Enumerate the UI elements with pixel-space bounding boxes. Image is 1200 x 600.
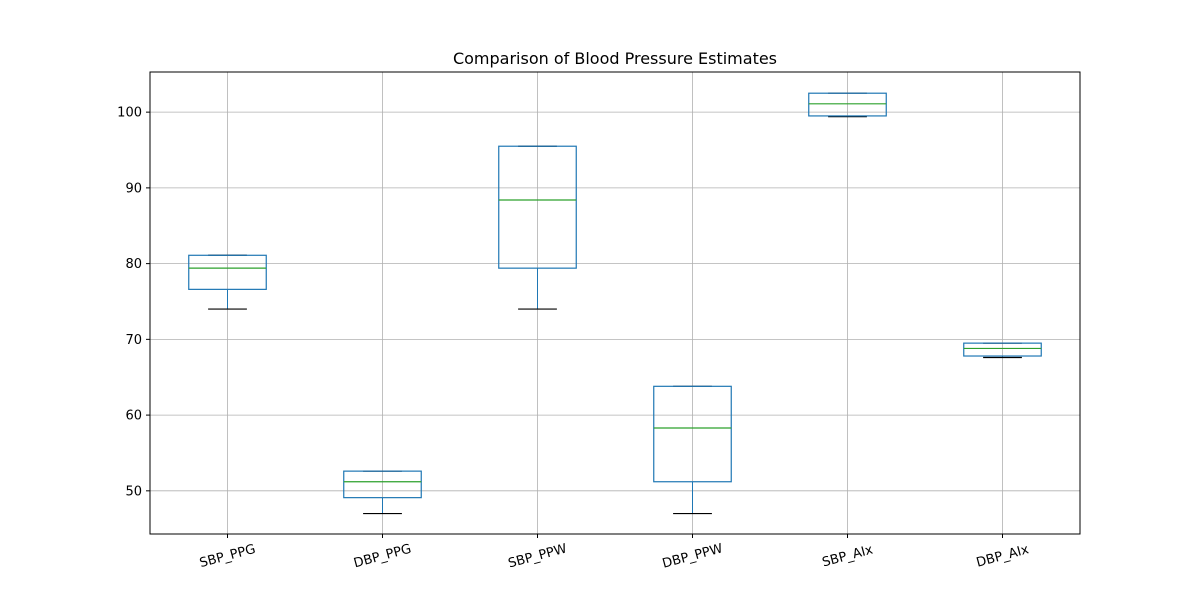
y-tick-label: 90	[125, 181, 142, 196]
box-iqr	[808, 92, 887, 117]
box-iqr	[343, 470, 422, 499]
y-tick-label: 60	[125, 409, 142, 424]
box-iqr	[963, 342, 1042, 357]
x-tick-label: SBP_AIx	[821, 542, 875, 570]
x-tick-label: SBP_PPG	[198, 542, 257, 571]
x-tick-label: DBP_AIx	[975, 542, 1031, 570]
x-tick-label: DBP_PPW	[661, 541, 725, 572]
box-group	[963, 342, 1042, 359]
plot-frame	[149, 71, 1081, 535]
box-group	[498, 145, 577, 310]
y-tick-label: 70	[125, 333, 142, 348]
box-iqr	[498, 145, 577, 269]
box-group	[343, 470, 422, 515]
box-group	[188, 254, 267, 310]
chart-title: Comparison of Blood Pressure Estimates	[453, 49, 777, 68]
axis-layer: 50 60 70 80 90 100 SBP_PPG DBP_PPG SBP_PPW DBP_PP…	[117, 71, 1081, 572]
y-tick-label: 100	[117, 106, 142, 121]
x-tick-label: DBP_PPG	[352, 542, 413, 572]
box-group	[653, 385, 732, 515]
box-iqr	[188, 254, 267, 290]
grid-layer	[150, 72, 1080, 534]
x-tick-label: SBP_PPW	[507, 541, 569, 571]
box-layer	[188, 92, 1042, 515]
box-iqr	[653, 385, 732, 483]
box-group	[808, 92, 887, 118]
y-tick-label: 50	[125, 484, 142, 499]
y-tick-label: 80	[125, 257, 142, 272]
